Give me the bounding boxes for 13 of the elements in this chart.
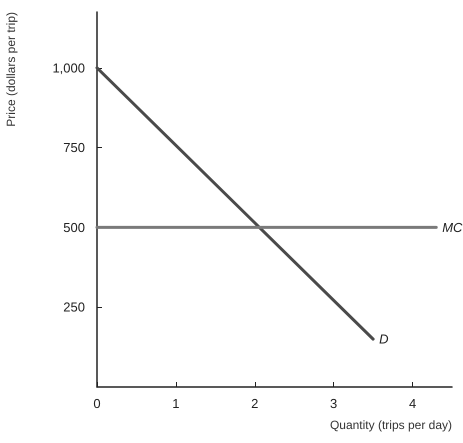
y-tick-label: 500	[63, 220, 85, 235]
series-label: MC	[442, 220, 463, 235]
y-tick-label: 1,000	[52, 60, 85, 76]
x-tick-label: 2	[251, 396, 258, 411]
y-tick-label: 250	[63, 300, 85, 315]
x-tick-label: 0	[93, 396, 101, 411]
x-tick-label: 1	[172, 396, 180, 411]
x-tick-label: 4	[408, 396, 416, 411]
x-tick-label: 3	[330, 396, 338, 411]
x-axis-title: Quantity (trips per day)	[330, 418, 452, 432]
y-tick-label: 750	[63, 140, 85, 156]
y-axis-title: Price (dollars per trip)	[4, 12, 18, 127]
series-label: D	[379, 332, 388, 347]
